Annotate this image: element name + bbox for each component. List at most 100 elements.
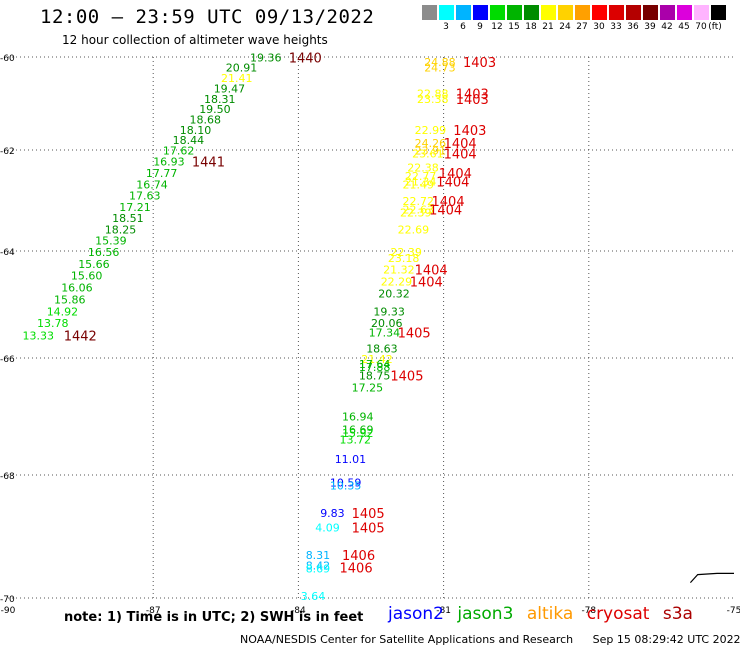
y-tick-label: -62	[0, 147, 15, 157]
swh-label: 18.10	[180, 124, 212, 137]
time-label: 1442	[64, 330, 97, 345]
time-label: 1406	[342, 549, 375, 564]
scale-label: 27	[576, 22, 588, 32]
y-tick-label: -64	[0, 248, 15, 258]
scale-swatch	[490, 5, 505, 20]
scale-swatch	[592, 5, 607, 20]
coastline-path	[689, 572, 734, 584]
time-label: 1404	[432, 195, 465, 210]
scale-swatch	[660, 5, 675, 20]
scale-swatch	[439, 5, 454, 20]
scale-swatch	[694, 5, 709, 20]
scale-swatch	[558, 5, 573, 20]
swh-label: 18.63	[366, 342, 398, 355]
scale-swatch	[473, 5, 488, 20]
scale-swatch	[626, 5, 641, 20]
swh-label: 22.39	[400, 207, 432, 220]
swh-label: 3.64	[301, 590, 326, 603]
grid-lines	[8, 56, 734, 599]
time-label: 1403	[453, 124, 486, 139]
swh-label: 8.31	[306, 549, 331, 562]
scale-swatch	[541, 5, 556, 20]
time-labels: 1440144114421403140314031403140414041404…	[64, 52, 496, 577]
time-label: 1403	[456, 93, 489, 108]
credit-timestamp: Sep 15 08:29:42 UTC 2022	[592, 633, 740, 646]
time-label: 1404	[429, 204, 462, 219]
y-tick-label: -70	[0, 595, 15, 605]
y-tick-label: -66	[0, 355, 15, 365]
swh-label: 16.93	[153, 156, 185, 169]
time-label: 1404	[444, 137, 477, 152]
swh-label: 17.77	[146, 167, 178, 180]
swh-label: 22.38	[407, 162, 439, 175]
swh-label: 23.18	[388, 252, 420, 265]
time-label: 1405	[390, 370, 423, 385]
swh-label: 18.44	[173, 134, 205, 147]
swh-label: 15.66	[78, 258, 110, 271]
scale-label: 30	[593, 22, 605, 32]
x-tick-label: -87	[146, 606, 161, 616]
swh-label: 15.92	[342, 427, 374, 440]
chart-subtitle: 12 hour collection of altimeter wave hei…	[62, 33, 328, 47]
time-label: 1404	[410, 276, 443, 291]
swh-label: 19.33	[373, 306, 405, 319]
scale-label: 9	[477, 22, 483, 32]
swh-label: 15.86	[54, 294, 86, 307]
scale-label: 70	[695, 22, 707, 32]
swh-label: 17.88	[359, 361, 391, 374]
swh-label: 20.06	[371, 317, 403, 330]
units-note: note: 1) Time is in UTC; 2) SWH is in fe…	[64, 610, 364, 625]
swh-label: 15.60	[71, 270, 103, 283]
x-tick-label: -90	[1, 606, 16, 616]
time-label: 1403	[463, 56, 496, 71]
time-label: 1441	[192, 156, 225, 171]
swh-label: 22.88	[417, 88, 449, 101]
swh-label: 21.32	[383, 264, 415, 277]
scale-swatch	[524, 5, 539, 20]
scale-label: 33	[610, 22, 622, 32]
swh-label: 22.69	[398, 223, 430, 236]
swh-label: 20.91	[226, 62, 257, 75]
scale-swatch	[677, 5, 692, 20]
x-tick-label: -84	[291, 606, 306, 616]
y-tick-label: -60	[0, 54, 15, 64]
swh-label: 16.06	[61, 281, 92, 294]
satellite-legend: jason2 jason3 altika cryosat s3a	[388, 604, 701, 624]
swh-label: 17.62	[163, 145, 195, 158]
time-label: 1405	[352, 507, 385, 522]
swh-label: 22.99	[415, 124, 447, 137]
swh-label: 19.47	[214, 83, 246, 96]
swh-label: 21.41	[221, 72, 253, 85]
coastline	[689, 572, 734, 584]
swh-label: 19.36	[250, 52, 282, 65]
swh-label: 17.21	[119, 201, 151, 214]
swh-label: 16.69	[342, 423, 374, 436]
swh-label: 23.38	[417, 93, 449, 106]
swh-label: 22.63	[403, 204, 435, 217]
time-label: 1404	[415, 264, 448, 279]
swh-label: 24.26	[415, 137, 447, 150]
swh-label: 18.31	[204, 93, 236, 106]
swh-label: 9.83	[320, 507, 345, 520]
swh-label: 18.51	[112, 212, 144, 225]
credit-org: NOAA/NESDIS Center for Satellite Applica…	[240, 633, 574, 646]
swh-label: 17.34	[369, 326, 401, 339]
scale-label: 3	[443, 22, 449, 32]
scale-label: 12	[491, 22, 503, 32]
swh-label: 22.29	[381, 276, 413, 289]
time-label: 1404	[436, 175, 469, 190]
swh-label: 19.50	[199, 103, 231, 116]
swh-label: 4.09	[315, 521, 340, 534]
scale-label: 36	[627, 22, 639, 32]
y-tick-label: -68	[0, 472, 15, 482]
time-label: 1405	[352, 521, 385, 536]
scale-label: 24	[559, 22, 571, 32]
scale-swatch	[456, 5, 471, 20]
swh-label: 22.77	[405, 170, 437, 183]
swh-label: 21.42	[361, 353, 393, 366]
x-tick-label: -78	[581, 606, 596, 616]
time-label: 1404	[444, 148, 477, 163]
scale-swatch	[575, 5, 590, 20]
scale-label: 18	[525, 22, 537, 32]
